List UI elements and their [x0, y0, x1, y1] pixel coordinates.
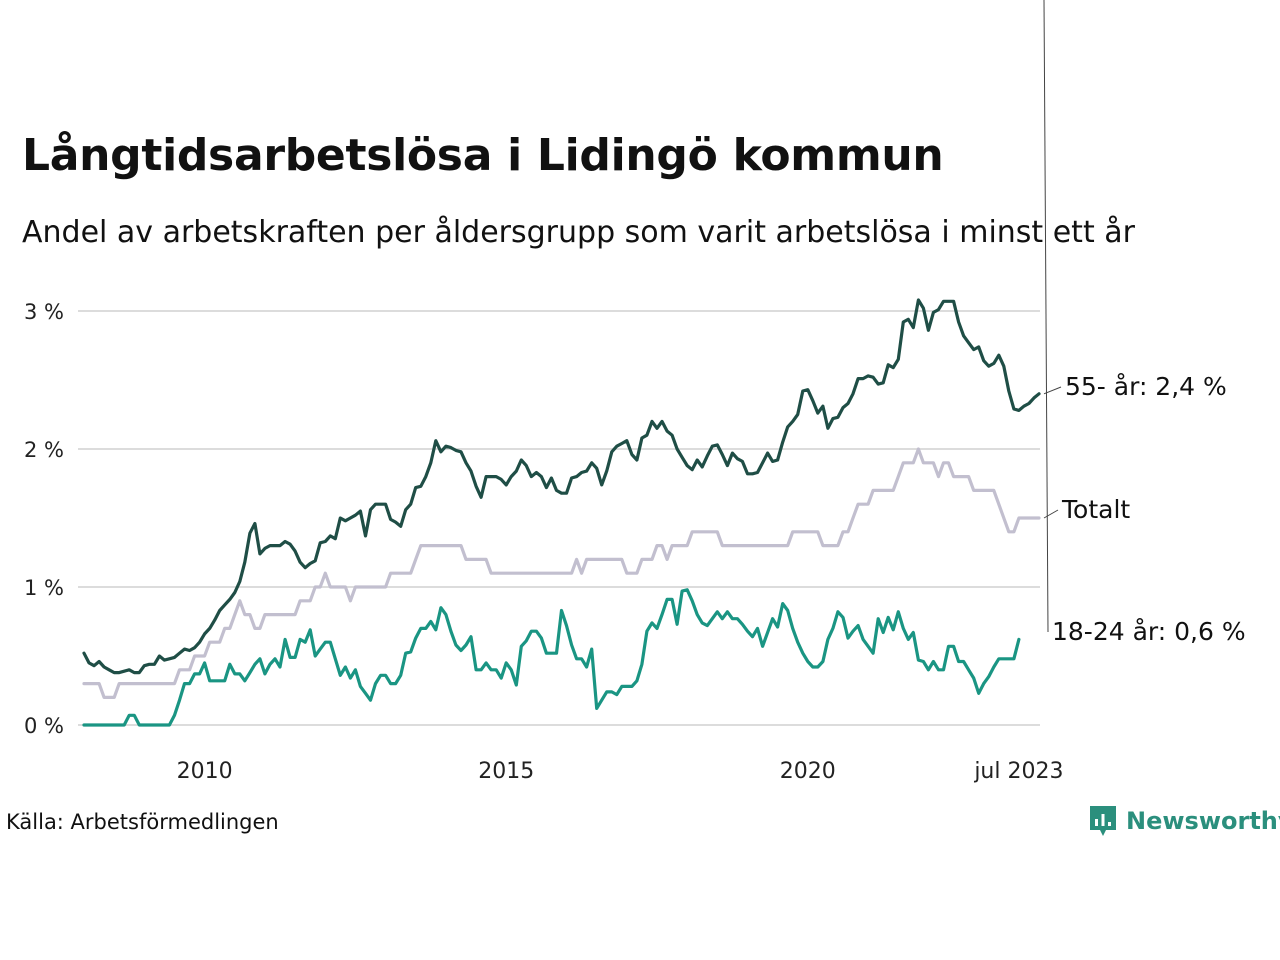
series-labels: Totalt 55- år: 2,4 % 18-24 år: 0,6 %	[1043, 0, 1246, 646]
x-tick-label: 2010	[177, 759, 233, 784]
series-line-55-r	[82, 298, 1041, 675]
y-tick-label: 1 %	[24, 576, 64, 600]
source-note: Källa: Arbetsförmedlingen	[6, 810, 279, 834]
brand-logo[interactable]: Newsworthy	[1088, 804, 1280, 838]
label-leader-line	[1043, 509, 1059, 519]
x-tick-label: 2015	[478, 759, 534, 784]
chart-title: Långtidsarbetslösa i Lidingö kommun	[22, 130, 944, 181]
series-label: 18-24 år: 0,6 %	[1052, 617, 1246, 646]
label-leader-line	[1043, 0, 1049, 633]
chart-subtitle: Andel av arbetskraften per åldersgrupp s…	[22, 215, 1135, 250]
series-label: Totalt	[1061, 495, 1130, 524]
series-line-totalt	[82, 447, 1041, 699]
series-label: 55- år: 2,4 %	[1065, 372, 1227, 401]
y-tick-label: 0 %	[24, 714, 64, 738]
series-lines	[82, 298, 1041, 727]
series-line-18-24-r	[82, 588, 1021, 727]
y-axis-ticks: 0 % 1 % 2 % 3 %	[24, 300, 64, 738]
y-tick-label: 2 %	[24, 438, 64, 462]
x-axis-ticks: 2010 2015 2020 jul 2023	[177, 759, 1064, 784]
brand-name: Newsworthy	[1126, 807, 1280, 835]
y-tick-label: 3 %	[24, 300, 64, 324]
newsworthy-logo-icon	[1090, 806, 1116, 836]
x-tick-label: 2020	[780, 759, 836, 784]
x-tick-label: jul 2023	[973, 759, 1063, 784]
gridlines	[78, 310, 1040, 726]
